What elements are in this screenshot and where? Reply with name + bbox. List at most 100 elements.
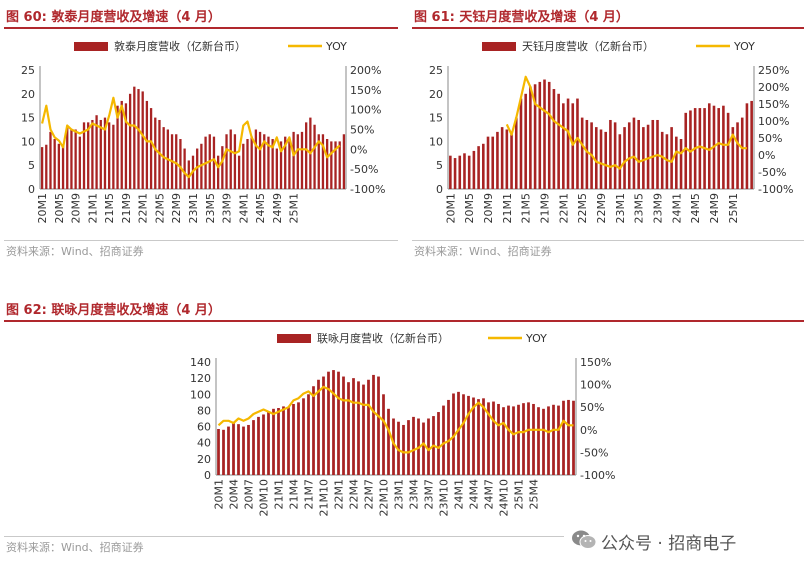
bar [684, 112, 688, 189]
bar [216, 155, 220, 189]
x-tick-label: 25M1 [288, 193, 301, 224]
yoy-line [217, 385, 574, 454]
figure-62-title-rule [4, 320, 804, 322]
bar [49, 131, 52, 189]
x-tick-label: 23M5 [204, 193, 217, 224]
x-tick-label: 20M1 [444, 193, 457, 224]
bar [271, 139, 274, 189]
bar [660, 131, 664, 189]
bar [317, 379, 320, 475]
bar [500, 127, 504, 189]
y-tick-left: 0 [436, 183, 443, 196]
chart-figure-60: 敦泰月度营收（亿新台币） YOY 0 5 10 15 20 25 -100% -50% 0% 50% 1… [21, 39, 385, 224]
y-tick-right: 150% [580, 356, 611, 369]
y-tick-left: 25 [21, 64, 35, 77]
y-tick-right: 100% [758, 115, 789, 128]
bar [412, 416, 415, 475]
bar [95, 115, 98, 189]
bar [623, 127, 626, 189]
bar [726, 112, 730, 189]
bar [567, 399, 570, 475]
bar [263, 134, 266, 189]
watermark-text: 公众号 · 招商电子 [601, 534, 737, 554]
bar [529, 86, 532, 189]
y-tick-right: 0% [758, 149, 775, 162]
bar [362, 384, 365, 475]
bar [627, 122, 631, 189]
bar [442, 405, 445, 475]
x-tick-label: 21M7 [303, 479, 316, 510]
bar [296, 134, 299, 189]
bar [292, 131, 295, 189]
bar [679, 139, 683, 189]
y-tick-right: -100% [350, 183, 385, 196]
figure-60-title: 图 60: 敦泰月度营收及增速（4 月） [6, 10, 221, 25]
bar [347, 382, 350, 475]
figure-61-title-rule [412, 27, 804, 29]
bar [222, 429, 225, 475]
bar [745, 103, 749, 189]
bar [477, 146, 480, 189]
x-tick-label: 23M1 [187, 193, 200, 224]
x-tick-label: 21M5 [103, 193, 116, 224]
y-tick-left: 25 [429, 64, 443, 77]
bar [262, 414, 265, 475]
legend: 敦泰月度营收（亿新台币） YOY [74, 39, 347, 53]
x-tick-label: 25M1 [727, 193, 740, 224]
bar [562, 400, 565, 475]
x-tick-label: 24M10 [498, 479, 511, 517]
bar [57, 143, 61, 189]
y-tick-left: 10 [429, 135, 443, 148]
x-tick-label: 24M9 [271, 193, 284, 224]
bar [99, 119, 102, 189]
bar [321, 134, 325, 189]
x-tick-label: 20M1 [213, 479, 226, 510]
bar [179, 139, 182, 189]
bar [572, 400, 575, 475]
bar [312, 386, 315, 475]
bar [731, 127, 735, 189]
bar [267, 412, 270, 475]
bar [237, 424, 240, 475]
bar [233, 134, 237, 189]
bar [505, 129, 509, 189]
bar [217, 428, 220, 475]
bar [646, 124, 650, 189]
bar [527, 402, 530, 475]
bar [707, 103, 711, 189]
y-tick-right: 200% [758, 81, 789, 94]
y-tick-left: 0 [204, 469, 211, 482]
bar [514, 117, 518, 189]
bar [507, 405, 510, 475]
bar [242, 143, 245, 189]
bar [297, 402, 300, 475]
bar [467, 155, 471, 189]
bar [557, 93, 560, 189]
bar [497, 403, 500, 475]
x-tick-label: 23M1 [614, 193, 627, 224]
bar [457, 391, 460, 475]
x-tick-label: 24M1 [237, 193, 250, 224]
bar [103, 117, 107, 189]
figure-61-source: 资料来源：Wind、招商证券 [414, 245, 552, 258]
y-tick-left: 5 [436, 159, 443, 172]
bar [538, 81, 542, 189]
x-tick-label: 20M10 [258, 479, 271, 517]
x-tick-label: 23M9 [652, 193, 665, 224]
x-tick-label: 22M9 [170, 193, 183, 224]
bar [277, 408, 280, 475]
x-tick-label: 21M5 [520, 193, 533, 224]
bar [133, 86, 136, 189]
y-tick-right: 100% [350, 104, 381, 117]
x-tick-label: 24M1 [670, 193, 683, 224]
x-tick-label: 21M9 [120, 193, 133, 224]
bar [254, 129, 258, 189]
y-tick-right: -50% [580, 446, 608, 459]
bar [670, 127, 673, 189]
x-tick-label: 24M7 [483, 479, 496, 510]
x-tick-label: 21M1 [501, 193, 514, 224]
bar [637, 119, 640, 189]
x-tick-label: 22M1 [557, 193, 570, 224]
x-tick-label: 22M1 [333, 479, 346, 510]
bar [334, 141, 337, 189]
